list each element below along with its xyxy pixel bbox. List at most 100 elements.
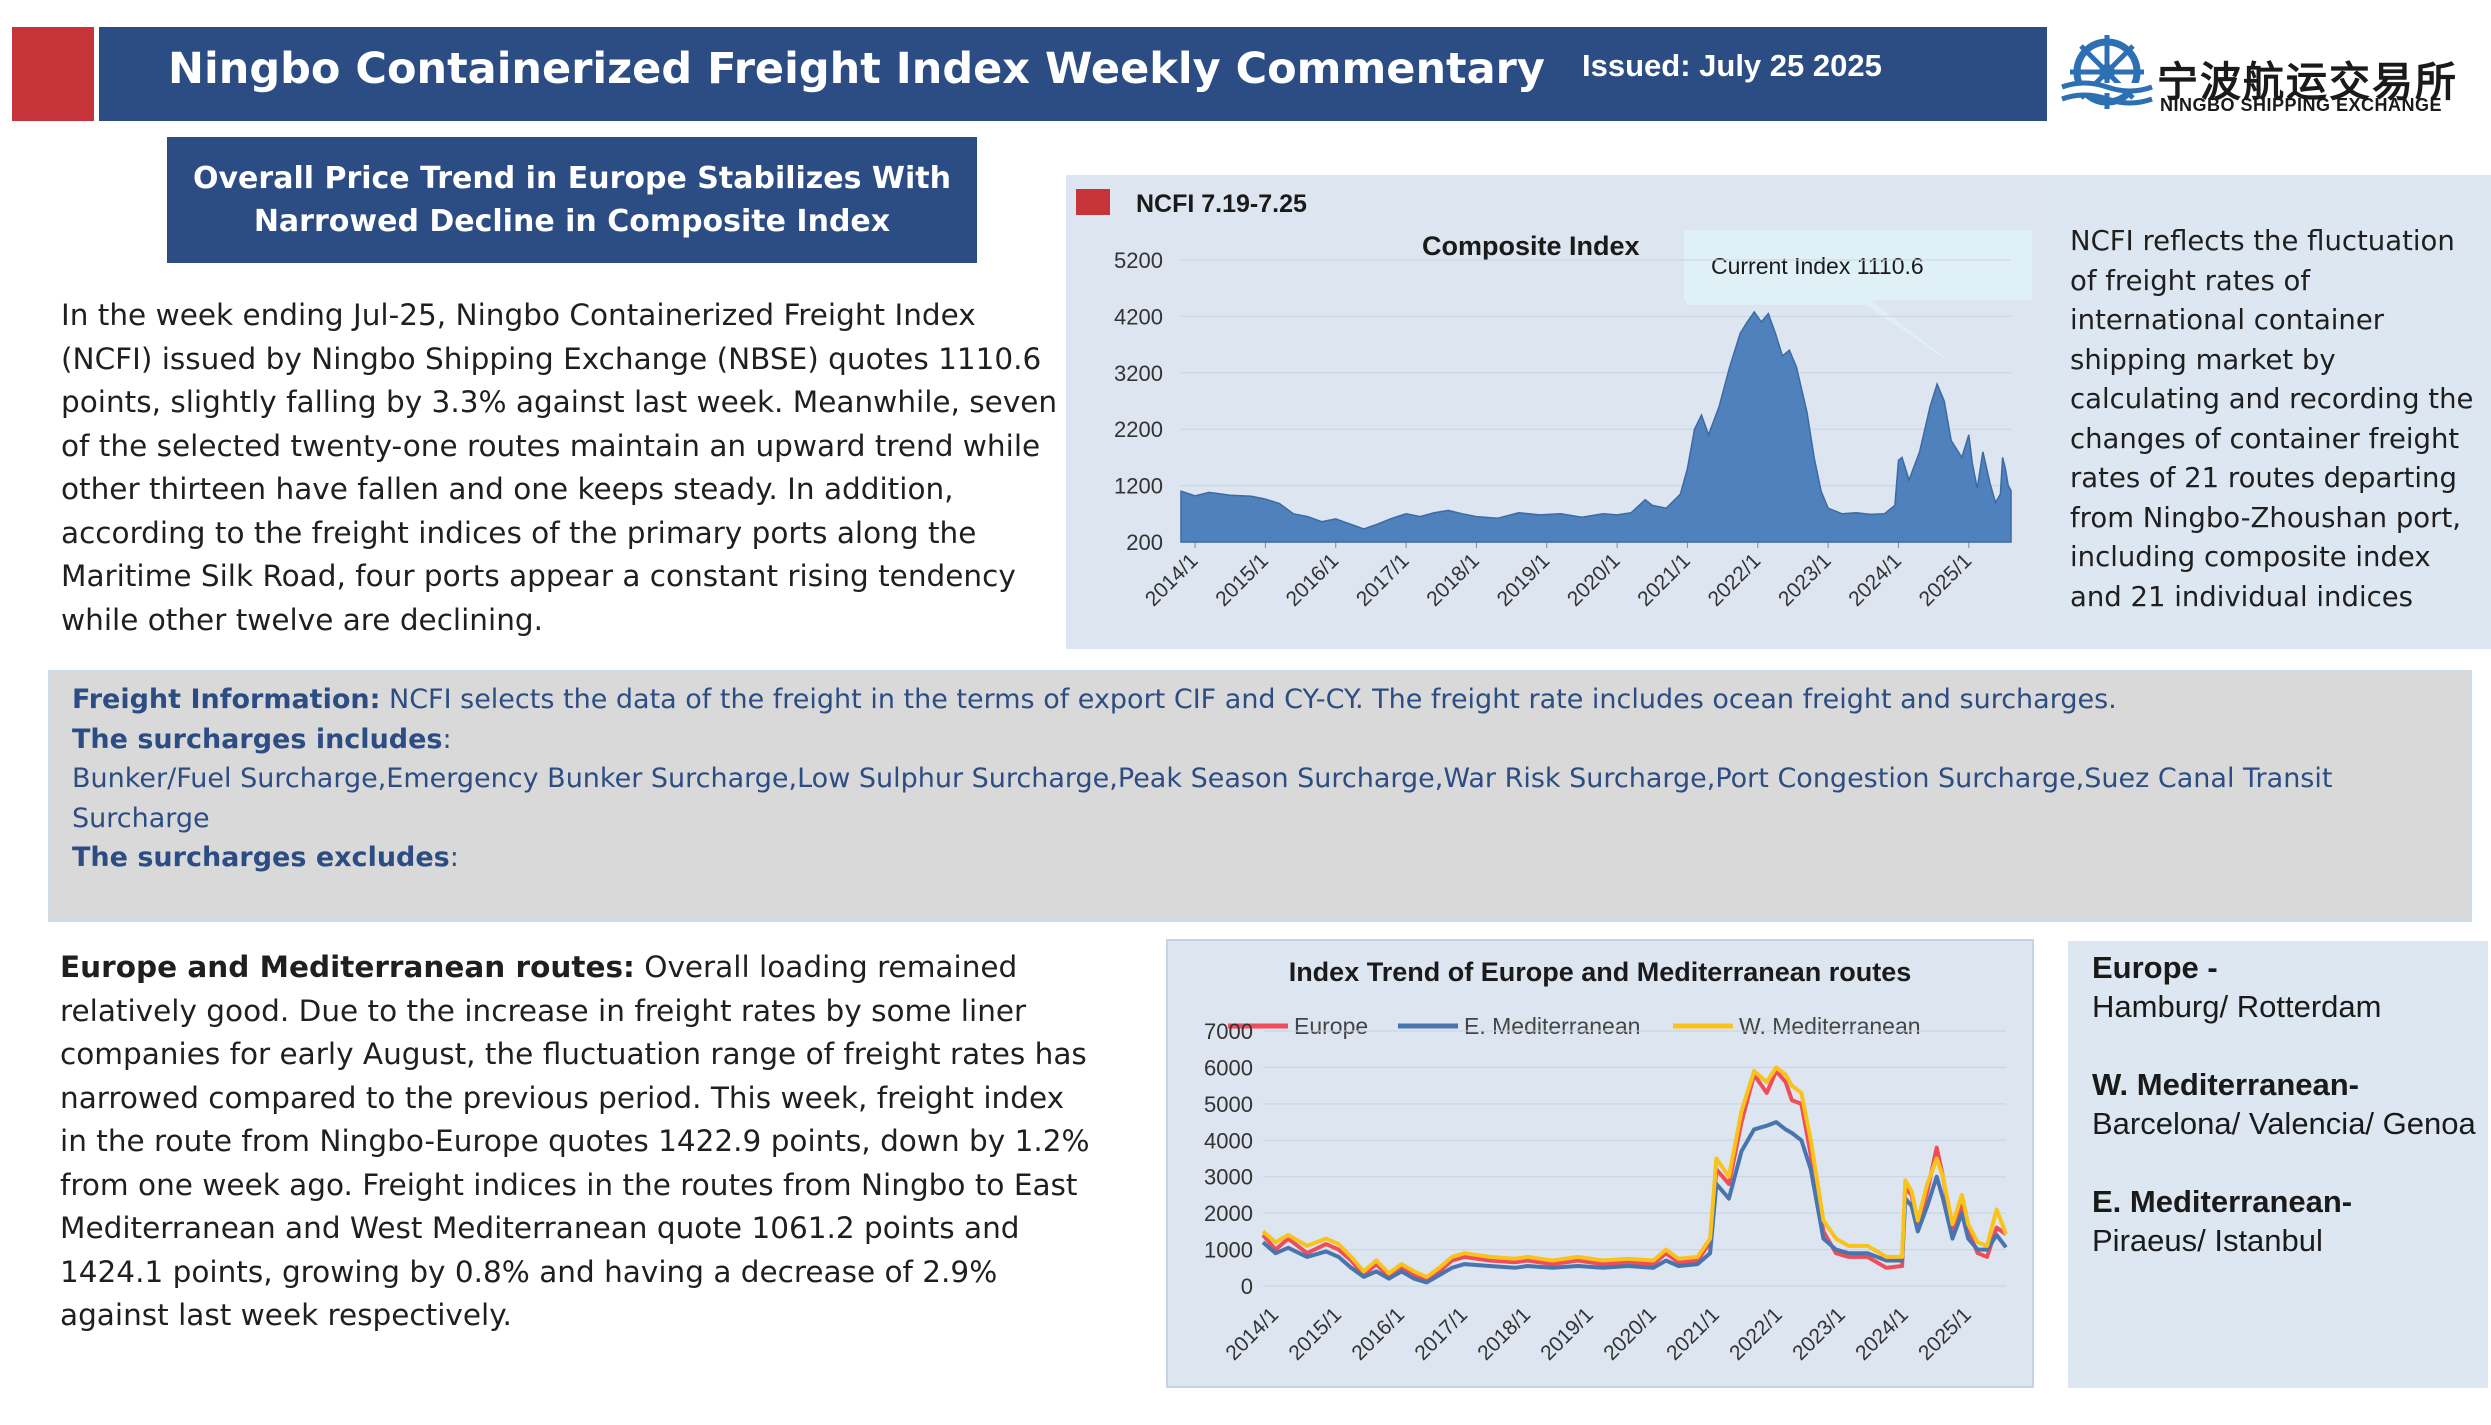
routes-list: Europe - Hamburg/ Rotterdam W. Mediterra…: [2092, 948, 2482, 1260]
y-tick-label: 0: [1241, 1274, 1253, 1299]
legend: Europe E. Mediterranean W. Mediterranean: [1228, 1013, 1921, 1039]
y-tick-label: 6000: [1204, 1055, 1253, 1080]
excludes-label: The surcharges excludes: [72, 842, 450, 873]
page-title: Ningbo Containerized Freight Index Weekl…: [168, 44, 1545, 94]
x-tick-label: 2019/1: [1536, 1303, 1598, 1365]
y-tick-label: 2200: [1114, 417, 1163, 442]
chart-title: Composite Index: [1422, 231, 1640, 261]
y-tick-label: 5200: [1114, 248, 1163, 273]
headline-box: Overall Price Trend in Europe Stabilizes…: [167, 137, 977, 263]
legend-label: NCFI 7.19-7.25: [1136, 190, 1307, 218]
ship-wheel-icon: [2061, 35, 2153, 109]
y-tick-label: 200: [1126, 530, 1163, 555]
headline-text: Overall Price Trend in Europe Stabilizes…: [193, 161, 951, 239]
includes-colon: :: [442, 723, 452, 755]
x-tick-label: 2017/1: [1352, 549, 1414, 611]
x-tick-label: 2014/1: [1141, 549, 1203, 611]
x-tick-label: 2018/1: [1473, 1303, 1535, 1365]
series-line-w-mediterranean: [1261, 1065, 2008, 1279]
legend-label: Europe: [1294, 1013, 1368, 1039]
composite-index-svg: NCFI 7.19-7.25 Composite Index Current I…: [1076, 189, 2032, 611]
y-tick-label: 1200: [1114, 474, 1163, 499]
europe-med-trend-svg: Index Trend of Europe and Mediterranean …: [1204, 957, 2008, 1365]
europe-med-body: Overall loading remained relatively good…: [60, 950, 1090, 1332]
logo-chinese-name: 宁波航运交易所: [2157, 58, 2458, 106]
freight-info-line: Freight Information: NCFI selects the da…: [72, 680, 2432, 720]
y-axis-ticks: 200 1200 2200 3200 4200 5200: [1114, 248, 1163, 555]
legend-label: W. Mediterranean: [1739, 1013, 1921, 1039]
x-tick-label: 2021/1: [1633, 549, 1695, 611]
series-lines: [1261, 1065, 2008, 1285]
legend-swatch: [1076, 189, 1110, 215]
x-tick-label: 2016/1: [1282, 549, 1344, 611]
gridlines: [1181, 259, 2011, 543]
x-tick-label: 2021/1: [1662, 1303, 1724, 1365]
x-tick-label: 2015/1: [1284, 1303, 1346, 1365]
header-accent-block: [12, 27, 94, 121]
europe-med-heading: Europe and Mediterranean routes:: [60, 950, 635, 984]
x-tick-label: 2017/1: [1410, 1303, 1472, 1365]
route-ports: Piraeus/ Istanbul: [2092, 1223, 2323, 1258]
freight-info-text: Freight Information: NCFI selects the da…: [72, 680, 2432, 878]
composite-index-area: [1180, 310, 2012, 543]
includes-list: Bunker/Fuel Surcharge,Emergency Bunker S…: [72, 763, 2333, 834]
intro-paragraph: In the week ending Jul-25, Ningbo Contai…: [61, 298, 1058, 637]
route-europe: Europe - Hamburg/ Rotterdam: [2092, 948, 2482, 1026]
y-tick-label: 5000: [1204, 1092, 1253, 1117]
x-axis-ticks: 2014/1 2015/1 2016/1 2017/1 2018/1 2019/1 2020…: [1141, 542, 1976, 611]
legend-label: E. Mediterranean: [1464, 1013, 1640, 1039]
x-tick-label: 2018/1: [1422, 549, 1484, 611]
chart-title: Index Trend of Europe and Mediterranean …: [1289, 957, 1912, 987]
x-tick-label: 2022/1: [1704, 549, 1766, 611]
route-e-med: E. Mediterranean- Piraeus/ Istanbul: [2092, 1182, 2482, 1260]
y-axis-ticks: 0 1000 2000 3000 4000 5000 6000 7000: [1204, 1019, 1253, 1299]
callout-box: [1684, 230, 2032, 300]
y-tick-label: 3000: [1204, 1165, 1253, 1190]
y-tick-label: 2000: [1204, 1201, 1253, 1226]
x-tick-label: 2024/1: [1851, 1303, 1913, 1365]
route-ports: Hamburg/ Rotterdam: [2092, 989, 2382, 1024]
x-tick-label: 2015/1: [1211, 549, 1273, 611]
y-tick-label: 4000: [1204, 1128, 1253, 1153]
x-tick-label: 2016/1: [1347, 1303, 1409, 1365]
y-tick-label: 7000: [1204, 1019, 1253, 1044]
issue-date: Issued: July 25 2025: [1582, 48, 1882, 83]
excludes-colon: :: [449, 842, 459, 873]
route-ports: Barcelona/ Valencia/ Genoa: [2092, 1106, 2476, 1141]
route-name: Europe -: [2092, 950, 2218, 985]
freight-info-box: [48, 670, 2472, 922]
x-tick-label: 2023/1: [1788, 1303, 1850, 1365]
header-bar: [99, 27, 2047, 121]
route-name: W. Mediterranean-: [2092, 1067, 2359, 1102]
excludes-line: The surcharges excludes:: [72, 838, 2432, 878]
x-tick-label: 2025/1: [1915, 549, 1977, 611]
x-tick-label: 2024/1: [1844, 549, 1906, 611]
freight-info-label: Freight Information:: [72, 684, 381, 715]
x-axis-ticks: 2014/1 2015/1 2016/1 2017/1 2018/1 2019/1 2020…: [1221, 1303, 1975, 1365]
route-w-med: W. Mediterranean- Barcelona/ Valencia/ G…: [2092, 1065, 2482, 1143]
europe-med-trend-chart: Index Trend of Europe and Mediterranean …: [1166, 939, 2034, 1388]
includes-line: The surcharges includes:: [72, 720, 2432, 760]
ncfi-description-text: NCFI reflects the fluctuation of freight…: [2070, 225, 2474, 613]
y-tick-label: 4200: [1114, 304, 1163, 329]
route-name: E. Mediterranean-: [2092, 1184, 2353, 1219]
nbse-logo: [2061, 35, 2153, 109]
europe-med-paragraph: Europe and Mediterranean routes: Overall…: [60, 946, 1090, 1338]
x-tick-label: 2022/1: [1725, 1303, 1787, 1365]
logo-english-name: NINGBO SHIPPING EXCHANGE: [2160, 95, 2443, 115]
x-tick-label: 2023/1: [1774, 549, 1836, 611]
y-tick-label: 3200: [1114, 361, 1163, 386]
callout-text: Current Index 1110.6: [1711, 253, 1924, 279]
x-tick-label: 2025/1: [1914, 1303, 1976, 1365]
x-tick-label: 2020/1: [1563, 549, 1625, 611]
freight-info-body: NCFI selects the data of the freight in …: [380, 684, 2117, 715]
x-tick-label: 2019/1: [1493, 549, 1555, 611]
ncfi-description-panel: [2051, 175, 2491, 649]
gridlines: [1263, 1030, 2006, 1287]
includes-label: The surcharges includes: [72, 723, 443, 755]
y-tick-label: 1000: [1204, 1238, 1253, 1263]
x-tick-label: 2020/1: [1599, 1303, 1661, 1365]
routes-panel: [2068, 941, 2488, 1388]
x-tick-label: 2014/1: [1221, 1303, 1283, 1365]
composite-index-chart: NCFI 7.19-7.25 Composite Index Current I…: [1066, 175, 2051, 649]
